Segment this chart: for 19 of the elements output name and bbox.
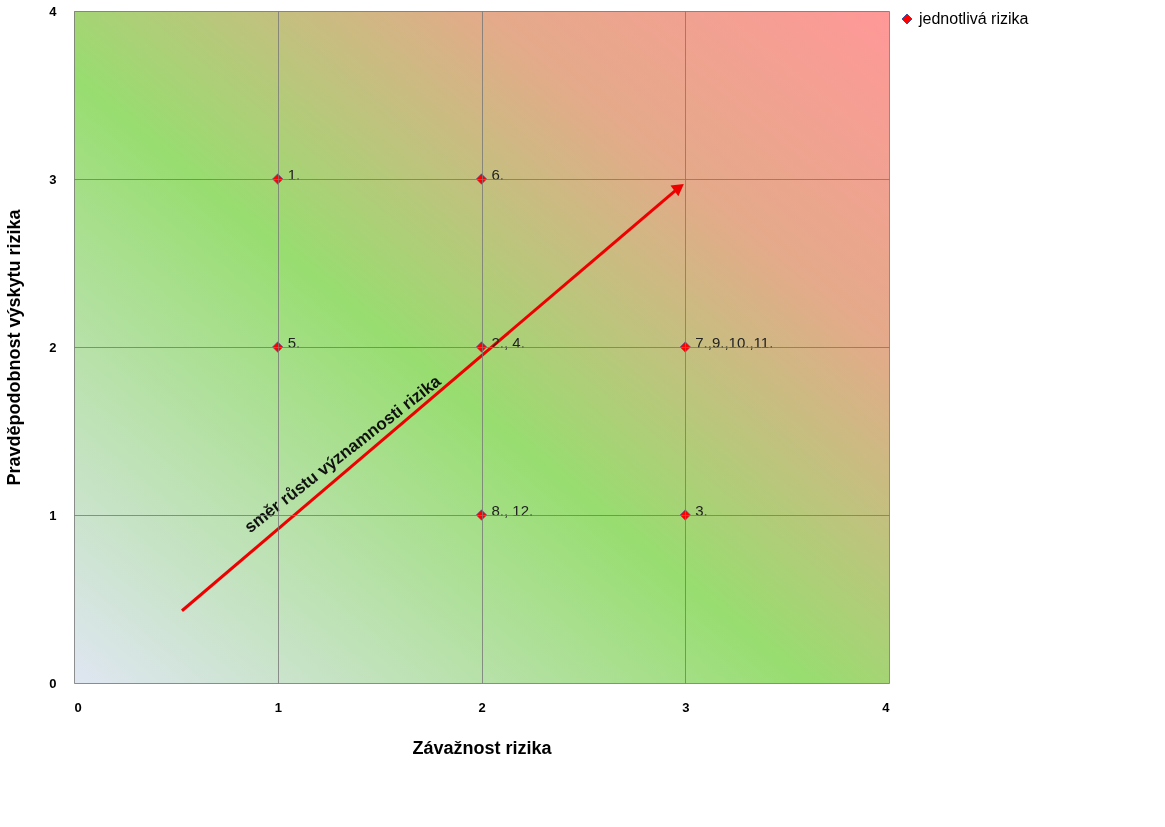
annotation: 8., 12. [491,502,534,519]
x-tick-label: 0 [74,699,82,715]
x-tick-label: 1 [274,699,282,715]
annotation: 5. [287,334,301,351]
annotation: 6. [491,166,505,183]
annotation: 3. [695,502,708,519]
annotation: 1. [287,166,301,183]
x-tick-label: 4 [882,699,891,715]
y-tick-label: 2 [49,339,57,355]
y-tick-label: 3 [49,171,57,187]
y-tick-label: 1 [49,507,57,523]
x-axis-title: Závažnost rizika [412,737,553,758]
annotation: 7.,9.,10.,11. [695,334,774,351]
y-tick-label: 0 [49,675,57,691]
legend-label: jednotlivá rizika [918,10,1029,27]
y-tick-label: 4 [49,3,58,19]
y-axis-title: Pravděpodobnost výskytu rizika [4,208,25,486]
x-tick-label: 2 [478,699,486,715]
x-tick-label: 3 [682,699,690,715]
